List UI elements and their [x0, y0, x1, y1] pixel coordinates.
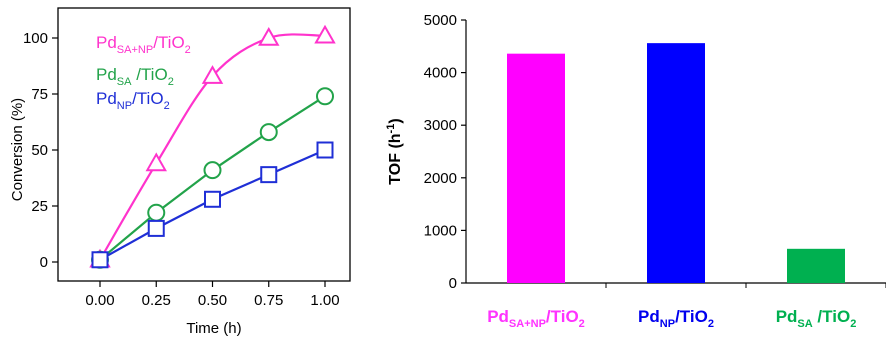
legend-label: PdNP/TiO2 [96, 89, 170, 112]
y-tick-label: 100 [23, 30, 48, 47]
data-point-square [91, 251, 109, 269]
bar [647, 43, 705, 284]
bar [787, 248, 845, 283]
data-point-triangle [201, 65, 224, 84]
y-tick-label: 0 [40, 254, 48, 271]
x-tick-label: 0.50 [198, 292, 227, 309]
bar-category-label: PdNP/TiO2 [638, 307, 714, 330]
bar [507, 53, 565, 283]
x-tick-label: 0.25 [142, 292, 171, 309]
y-axis-title: Conversion (%) [9, 98, 26, 201]
bar-y-tick-label: 0 [449, 275, 457, 292]
bar-y-tick-label: 1000 [424, 222, 457, 239]
y-tick-label: 50 [31, 142, 48, 159]
bar-category-label: PdSA /TiO2 [776, 307, 857, 330]
data-point-square [147, 219, 165, 237]
legend-label: PdSA+NP/TiO2 [96, 33, 191, 56]
plot-frame [57, 7, 351, 282]
bar-y-tick-label: 3000 [424, 117, 457, 134]
bar-category-label: PdSA+NP/TiO2 [487, 307, 585, 330]
data-point-square [204, 190, 221, 208]
x-tick-label: 0.75 [254, 292, 283, 309]
data-point-circle [203, 161, 222, 180]
x-tick-label: 1.00 [310, 292, 339, 309]
x-tick-label: 0.00 [85, 292, 114, 309]
x-axis-title: Time (h) [186, 320, 241, 337]
y-tick-label: 25 [31, 198, 48, 215]
bar-y-tick-label: 2000 [424, 170, 457, 187]
bar-y-axis-title: TOF (h-1) [385, 118, 404, 184]
data-point-triangle [314, 24, 336, 44]
legend-label: PdSA /TiO2 [96, 65, 174, 88]
data-point-circle [259, 123, 278, 142]
bar-y-tick-label: 5000 [424, 12, 457, 29]
data-point-triangle [258, 26, 280, 46]
data-point-circle [316, 87, 334, 106]
data-point-square [316, 141, 334, 159]
data-point-circle [147, 203, 166, 222]
series-line [99, 33, 326, 261]
data-point-square [260, 166, 278, 184]
y-tick-label: 75 [31, 86, 48, 103]
data-point-triangle [145, 152, 167, 172]
bar-y-tick-label: 4000 [424, 65, 457, 82]
